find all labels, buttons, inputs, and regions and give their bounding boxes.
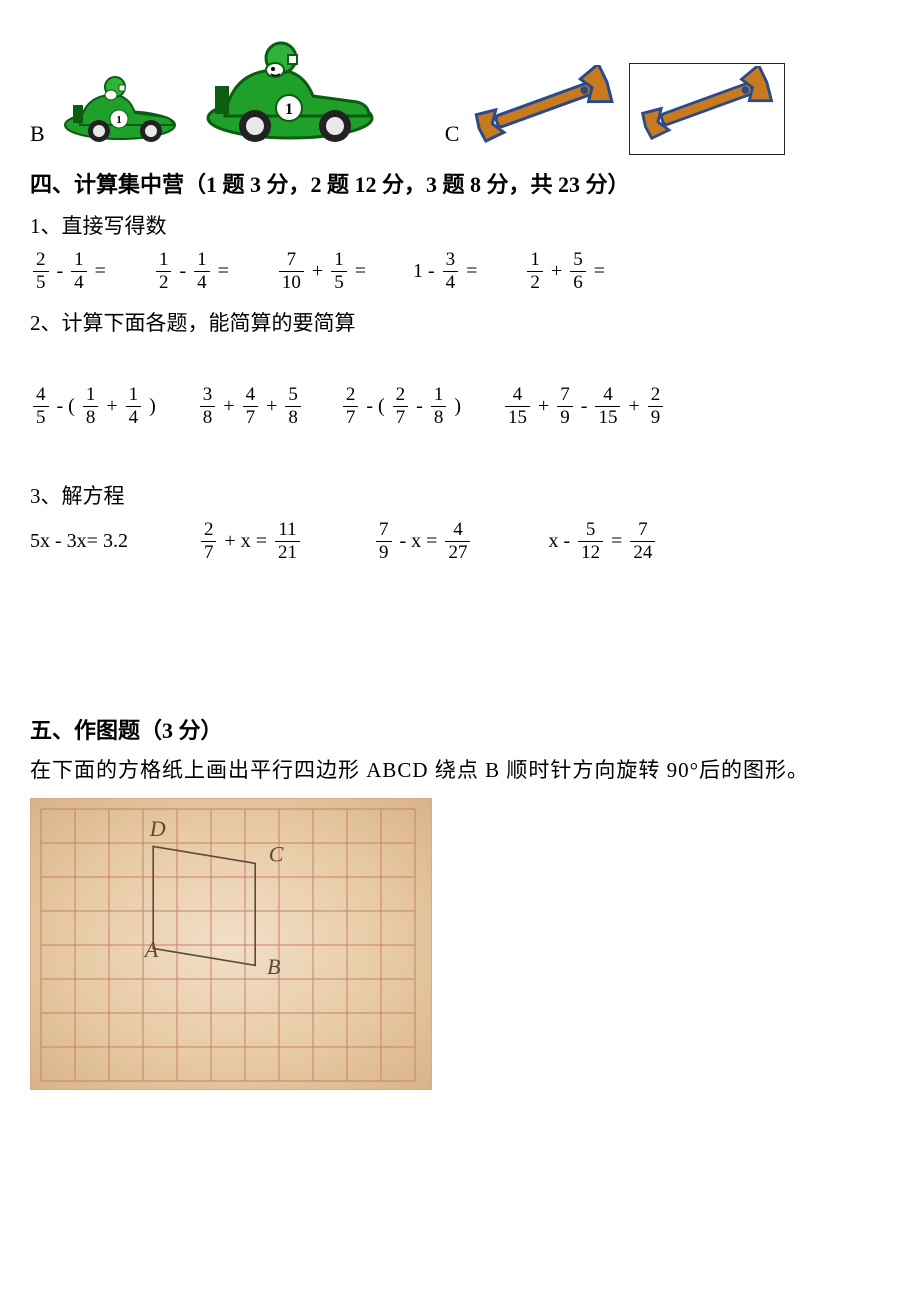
- q3-eq1: 5x - 3x= 3.2: [30, 520, 128, 563]
- grid-figure: D C A B: [30, 798, 432, 1090]
- q1-eq2: 12 - 14 =: [153, 250, 234, 293]
- wrench-boxed-icon: [629, 63, 785, 155]
- section5-instruction: 在下面的方格纸上画出平行四边形 ABCD 绕点 B 顺时针方向旋转 90°后的图…: [30, 754, 890, 788]
- q2-label: 2、计算下面各题，能简算的要简算: [30, 307, 890, 341]
- racecar-large-icon: 1: [195, 30, 385, 155]
- section4-title: 四、计算集中营（1 题 3 分，2 题 12 分，3 题 8 分，共 23 分）: [30, 167, 890, 202]
- q1-eq1: 25 - 14 =: [30, 250, 111, 293]
- q3-eq2: 27 + x = 1121: [198, 520, 303, 563]
- section5-title: 五、作图题（3 分）: [30, 713, 890, 748]
- q2-eq2: 38 + 47 + 58: [197, 346, 304, 466]
- svg-text:A: A: [143, 936, 159, 961]
- q2-eq3: 27 - ( 27 - 18 ): [340, 346, 466, 466]
- svg-text:1: 1: [116, 114, 122, 126]
- option-b-label: B: [30, 116, 45, 151]
- q1-label: 1、直接写得数: [30, 210, 890, 244]
- q2-eq4: 415 + 79 - 415 + 29: [502, 346, 666, 466]
- q3-eq3: 79 - x = 427: [373, 520, 473, 563]
- q1-eq4: 1 - 34 =: [413, 250, 482, 293]
- q1-eq5: 12 + 56 =: [524, 250, 610, 293]
- option-c-label: C: [445, 116, 460, 151]
- option-row: B 1 1 C: [30, 30, 890, 155]
- q1-row: 25 - 14 = 12 - 14 = 710 + 15 = 1 - 34 = …: [30, 250, 890, 293]
- q3-label: 3、解方程: [30, 480, 890, 514]
- svg-text:B: B: [267, 953, 280, 978]
- racecar-small-icon: 1: [55, 65, 185, 155]
- q1-eq3: 710 + 15 =: [276, 250, 371, 293]
- svg-text:C: C: [269, 841, 284, 866]
- wrench-icon: [469, 65, 619, 155]
- svg-text:1: 1: [285, 101, 293, 118]
- q2-row: 45 - ( 18 + 14 ) 38 + 47 + 58 27 - ( 27 …: [30, 346, 890, 466]
- q2-eq1: 45 - ( 18 + 14 ): [30, 346, 161, 466]
- q3-row: 5x - 3x= 3.2 27 + x = 1121 79 - x = 427 …: [30, 520, 890, 563]
- q3-eq4: x - 512 = 724: [543, 520, 658, 563]
- svg-text:D: D: [149, 816, 166, 841]
